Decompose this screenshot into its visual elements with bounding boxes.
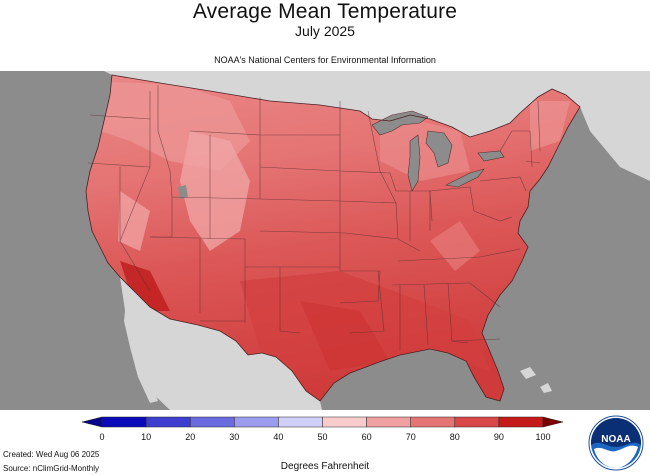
colorbar-segment	[189, 416, 235, 428]
colorbar-segment	[101, 416, 147, 428]
agency-line: NOAA's National Centers for Environmenta…	[214, 55, 436, 65]
colorbar-tick-label: 30	[229, 432, 239, 442]
baja-land	[124, 301, 158, 403]
colorbar-tick-label: 10	[141, 432, 151, 442]
colorbar-tick-label: 60	[362, 432, 372, 442]
colorbar-tick-label: 20	[185, 432, 195, 442]
bahamas-islands	[520, 367, 552, 393]
colorbar-tick-label: 0	[99, 432, 104, 442]
colorbar-tick-label: 100	[535, 432, 550, 442]
colorbar-segment	[454, 416, 500, 428]
colorbar-high-arrow	[542, 416, 564, 428]
colorbar-segment	[410, 416, 456, 428]
lake-superior	[371, 110, 429, 136]
source-note: Source: nClimGrid-Monthly	[3, 464, 100, 473]
map-title: Average Mean Temperature	[192, 0, 458, 23]
colorbar-low-arrow	[81, 416, 103, 428]
colorbar-segment	[234, 416, 279, 428]
colorbar-segment	[145, 416, 191, 428]
temperature-map	[0, 71, 650, 410]
colorbar-tick-label: 40	[273, 432, 283, 442]
units-label: Degrees Fahrenheit	[280, 461, 370, 472]
lake-huron	[425, 130, 453, 168]
colorbar-tick-label: 50	[317, 432, 327, 442]
great-salt-lake	[178, 185, 188, 199]
map-subtitle: July 2025	[295, 23, 355, 39]
canada-land	[104, 71, 650, 181]
noaa-logo: NOAA	[588, 415, 644, 471]
maritimes-land	[590, 101, 650, 141]
noaa-logo-text: NOAA	[601, 434, 630, 445]
great-lakes	[371, 110, 505, 192]
lake-ontario	[477, 150, 505, 162]
colorbar-segment	[278, 416, 323, 428]
lake-erie	[445, 168, 485, 188]
colorbar-segment	[322, 416, 367, 428]
colorbar-segment	[498, 416, 544, 428]
state-borders	[87, 85, 541, 351]
colorbar-segment	[366, 416, 411, 428]
colorbar-tick-label: 70	[406, 432, 416, 442]
colorbar: 0 10 20 30 40 50 60 70 80 90 100	[80, 415, 565, 447]
lake-michigan	[407, 134, 421, 192]
colorbar-tick-label: 80	[450, 432, 460, 442]
colorbar-tick-label: 90	[494, 432, 504, 442]
created-date: Created: Wed Aug 06 2025	[3, 450, 100, 459]
mexico-land	[120, 277, 322, 410]
